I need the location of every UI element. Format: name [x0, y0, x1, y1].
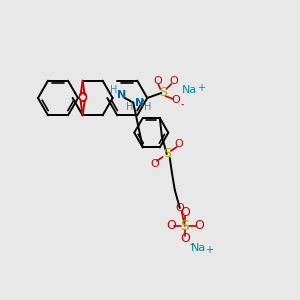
Text: O: O: [78, 91, 88, 104]
Text: O: O: [166, 220, 176, 232]
Text: O: O: [171, 95, 180, 105]
Text: O: O: [78, 92, 88, 105]
Text: O: O: [176, 203, 184, 213]
Text: S: S: [159, 85, 167, 98]
Text: H: H: [126, 102, 133, 112]
Text: S: S: [180, 219, 189, 233]
Text: H: H: [110, 85, 117, 95]
Text: N: N: [135, 98, 144, 108]
Text: +: +: [197, 83, 205, 93]
Text: Na: Na: [191, 243, 206, 253]
Text: O: O: [180, 232, 190, 245]
Text: +: +: [205, 245, 213, 255]
Text: O: O: [150, 159, 159, 169]
Text: S: S: [163, 148, 171, 160]
Text: O: O: [153, 76, 162, 86]
Text: O: O: [194, 220, 204, 232]
Text: H: H: [144, 102, 151, 112]
Text: O: O: [169, 76, 178, 86]
Text: Na: Na: [182, 85, 197, 95]
Text: O: O: [174, 139, 183, 149]
Text: O: O: [180, 206, 190, 220]
Text: -: -: [190, 239, 194, 249]
Text: N: N: [117, 90, 126, 100]
Text: -: -: [181, 99, 184, 109]
